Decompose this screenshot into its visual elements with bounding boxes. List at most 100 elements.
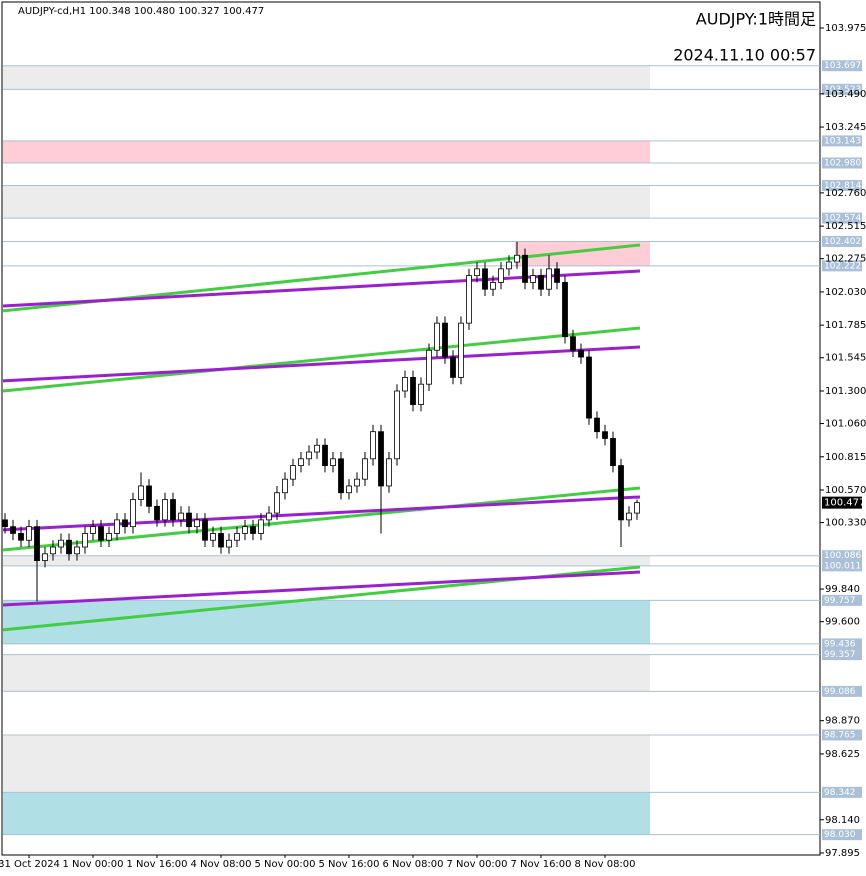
candle-body — [434, 322, 440, 351]
candle-body — [418, 383, 424, 405]
level-label: 99.436 — [824, 639, 856, 649]
price-label-bg — [822, 496, 862, 509]
candle-body — [170, 499, 176, 521]
level-label-bg — [822, 729, 862, 741]
candle-body — [530, 275, 536, 283]
x-tick-label: 1 Nov 00:00 — [62, 859, 123, 870]
candle-body — [10, 526, 16, 534]
candle-body — [74, 546, 80, 555]
candle-body — [458, 322, 464, 378]
level-label-bg — [822, 260, 862, 272]
candle-body — [450, 356, 456, 378]
candle-body — [386, 458, 392, 487]
y-tick-label: 97.895 — [825, 848, 860, 859]
candle-body — [586, 356, 592, 419]
y-tick-label: 99.840 — [825, 584, 860, 595]
candle-body — [274, 492, 280, 514]
level-label-bg — [822, 60, 862, 72]
y-tick-label: 98.625 — [825, 749, 860, 760]
candle-body — [482, 268, 488, 290]
candle-body — [210, 533, 216, 541]
level-label-bg — [822, 638, 862, 650]
level-label-bg — [822, 829, 862, 841]
candle-body — [250, 526, 256, 534]
candle-body — [498, 268, 504, 283]
candle-body — [634, 502, 640, 514]
candle-body — [322, 444, 328, 467]
candle-body — [474, 268, 480, 277]
candle-body — [242, 526, 248, 534]
chart-info: AUDJPY-cd,H1 100.348 100.480 100.327 100… — [18, 6, 264, 17]
level-label: 102.980 — [824, 159, 861, 169]
level-label-bg — [822, 157, 862, 169]
candle-body — [154, 505, 160, 521]
level-label: 99.357 — [824, 650, 856, 660]
candle-body — [402, 377, 408, 392]
y-tick-label: 103.490 — [825, 89, 866, 100]
level-label: 99.757 — [824, 596, 856, 606]
level-label-bg — [822, 135, 862, 147]
candle-body — [378, 431, 384, 487]
candle-body — [162, 499, 168, 521]
candle-body — [354, 478, 360, 487]
candle-body — [234, 533, 240, 541]
candle-body — [122, 519, 128, 528]
level-label: 98.765 — [824, 730, 856, 740]
candle-body — [18, 533, 24, 541]
level-label: 102.402 — [824, 237, 861, 247]
candle-body — [442, 322, 448, 358]
zone — [3, 140, 650, 164]
candle-body — [554, 268, 560, 283]
level-label-bg — [822, 594, 862, 606]
candle-body — [130, 499, 136, 528]
candle-body — [330, 458, 336, 467]
candle-body — [466, 275, 472, 324]
candle-body — [282, 478, 288, 494]
x-tick-label: 4 Nov 08:00 — [190, 859, 251, 870]
y-tick-label: 101.785 — [825, 320, 866, 331]
candle-body — [186, 512, 192, 528]
level-label-bg — [822, 180, 862, 192]
candle-body — [66, 539, 72, 555]
level-label: 100.011 — [824, 561, 861, 571]
y-tick-label: 101.300 — [825, 386, 866, 397]
level-label-bg — [822, 560, 862, 572]
candle-body — [602, 431, 608, 439]
candle-body — [362, 458, 368, 480]
candle-body — [138, 485, 144, 500]
level-label-bg — [822, 212, 862, 224]
candle-body — [346, 485, 352, 494]
level-label: 103.143 — [824, 136, 861, 146]
price-label: 100.477 — [824, 498, 865, 509]
y-tick-label: 101.060 — [825, 419, 866, 430]
y-tick-label: 102.275 — [825, 254, 866, 265]
candle-body — [146, 485, 152, 507]
level-label: 103.523 — [824, 85, 861, 95]
candle-body — [514, 254, 520, 263]
candle-body — [226, 539, 232, 548]
level-label: 100.086 — [824, 551, 861, 561]
level-label: 102.574 — [824, 214, 861, 224]
candle-body — [2, 519, 8, 528]
x-tick-label: 5 Nov 00:00 — [254, 859, 315, 870]
candle-body — [26, 526, 32, 541]
candle-body — [266, 512, 272, 521]
candle-body — [34, 526, 40, 561]
candle-body — [178, 512, 184, 521]
y-tick-label: 100.330 — [825, 518, 866, 529]
zone — [3, 65, 650, 90]
y-tick-label: 100.570 — [825, 485, 866, 496]
zone — [3, 734, 650, 793]
candle-body — [538, 275, 544, 290]
level-label-bg — [822, 83, 862, 95]
candle-body — [298, 458, 304, 467]
chart-subtitle: 2024.11.10 00:57 — [673, 46, 816, 65]
y-tick-label: 102.760 — [825, 188, 866, 199]
candle-body — [570, 336, 576, 351]
candle-body — [202, 519, 208, 541]
trend-line — [2, 495, 641, 532]
plot-frame — [1, 1, 821, 856]
candle-body — [578, 349, 584, 358]
candle-body — [82, 533, 88, 548]
